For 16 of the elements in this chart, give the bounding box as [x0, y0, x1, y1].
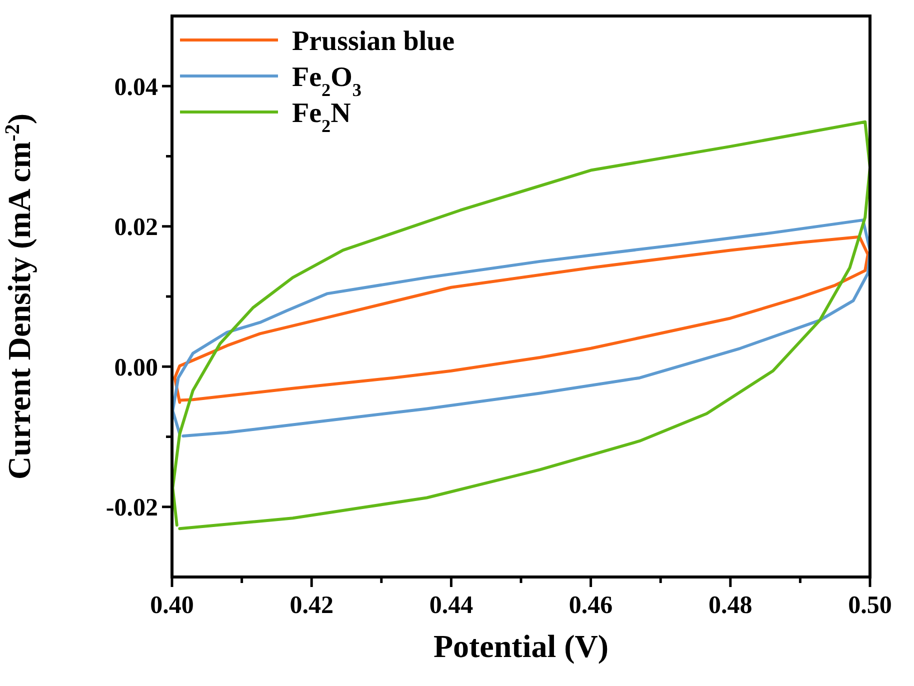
x-tick-label: 0.40 [150, 592, 194, 619]
legend-label: Fe$_{2}$O$_{3}$ [292, 62, 362, 100]
y-tick-label: 0.02 [114, 214, 158, 242]
y-tick-label: 0.00 [114, 354, 158, 382]
legend-label: Prussian blue [292, 26, 455, 57]
x-tick-label: 0.46 [568, 592, 613, 619]
x-tick-label: 0.44 [429, 592, 474, 619]
line-series [173, 235, 870, 404]
y-tick-label: 0.04 [114, 74, 158, 101]
line-series [172, 218, 870, 438]
x-tick-label: 0.42 [290, 592, 334, 619]
x-axis-title: Potential (V) [433, 628, 609, 664]
x-tick-label: 0.48 [708, 592, 752, 619]
legend-label: Fe$_{2}$N [292, 98, 351, 136]
x-tick-label: 0.50 [848, 592, 892, 619]
y-tick-label: -0.02 [106, 494, 158, 522]
